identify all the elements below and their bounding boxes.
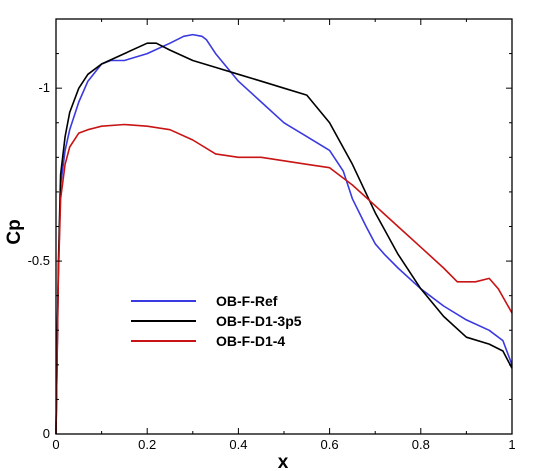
y-axis-ticks: 0 -0.5 -1 <box>28 53 512 441</box>
series-line-2 <box>55 123 513 435</box>
legend-label-2: OB-F-D1-4 <box>216 333 285 349</box>
x-tick-label: 0.2 <box>138 437 156 452</box>
y-tick-label: -0.5 <box>28 253 50 268</box>
plot-lines <box>55 33 513 435</box>
legend-label-1: OB-F-D1-3p5 <box>216 313 302 329</box>
x-axis-ticks: 0 0.2 0.4 0.6 0.8 1 <box>52 19 516 452</box>
y-tick-label: 0 <box>43 426 50 441</box>
x-axis-title: x <box>278 452 289 471</box>
y-tick-label: -1 <box>38 80 50 95</box>
x-tick-label: 1 <box>508 437 515 452</box>
x-tick-label: 0.6 <box>321 437 339 452</box>
x-tick-label: 0.8 <box>412 437 430 452</box>
series-line-0 <box>55 33 513 435</box>
legend-label-0: OB-F-Ref <box>216 293 278 309</box>
x-tick-label: 0 <box>52 437 59 452</box>
y-axis-title: Cp <box>4 219 25 244</box>
plot-frame <box>55 18 513 435</box>
x-tick-label: 0.4 <box>229 437 247 452</box>
series-line-1 <box>55 42 513 435</box>
legend: OB-F-Ref OB-F-D1-3p5 OB-F-D1-4 <box>131 293 302 349</box>
